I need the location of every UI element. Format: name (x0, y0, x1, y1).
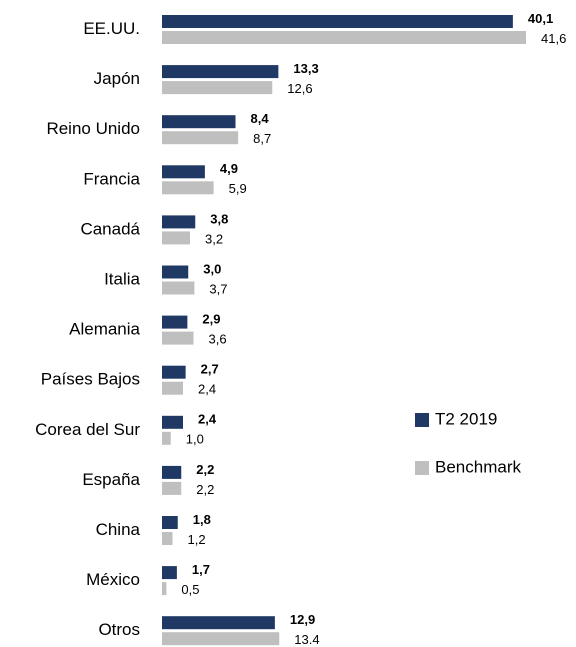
bar (162, 582, 167, 596)
category-label: México (86, 570, 140, 589)
value-label: 3,6 (209, 332, 227, 347)
value-label: 13,3 (293, 61, 318, 76)
value-label: 0,5 (181, 582, 199, 597)
bar (162, 465, 182, 479)
category-label: Corea del Sur (35, 420, 140, 439)
category-label: España (82, 470, 140, 489)
value-label: 4,9 (220, 161, 238, 176)
bar (162, 532, 173, 545)
legend-label: T2 2019 (435, 409, 497, 428)
bar (162, 566, 177, 580)
bar (162, 81, 273, 95)
legend-swatch (415, 461, 429, 475)
category-label: Otros (98, 620, 140, 639)
bar (162, 381, 183, 395)
bar (162, 365, 186, 379)
value-label: 2,2 (196, 462, 214, 477)
value-label: 1,8 (193, 512, 211, 527)
bar (162, 431, 171, 445)
bar (162, 181, 214, 195)
value-label: 5,9 (229, 181, 247, 196)
bar (162, 632, 280, 646)
value-label: 2,7 (201, 362, 219, 377)
value-label: 8,7 (253, 131, 271, 146)
value-label: 3,2 (205, 231, 223, 246)
value-label: 3,8 (210, 211, 228, 226)
bar (162, 415, 183, 429)
value-label: 2,9 (202, 312, 220, 327)
category-label: Países Bajos (41, 370, 140, 389)
category-label: China (96, 520, 141, 539)
category-label: Japón (94, 69, 140, 88)
bar (162, 15, 513, 28)
bar (162, 481, 182, 495)
value-label: 1,2 (188, 532, 206, 547)
value-label: 3,7 (209, 281, 227, 296)
category-label: Reino Unido (46, 119, 140, 138)
value-label: 1,0 (186, 432, 204, 447)
bar (162, 65, 279, 79)
category-label: Italia (104, 269, 140, 288)
bar (162, 231, 190, 245)
value-label: 12,6 (287, 81, 312, 96)
value-label: 1,7 (192, 562, 210, 577)
value-label: 2,4 (198, 382, 216, 397)
bar (162, 115, 236, 129)
legend-swatch (415, 413, 429, 427)
bar (162, 215, 196, 229)
value-label: 40,1 (528, 11, 553, 26)
legend-label: Benchmark (435, 457, 521, 476)
bar (162, 331, 194, 345)
bar (162, 281, 195, 295)
category-label: Francia (83, 169, 140, 188)
category-label: Alemania (69, 320, 140, 339)
value-label: 2,2 (196, 482, 214, 497)
value-label: 3,0 (203, 261, 221, 276)
bar (162, 265, 189, 279)
value-label: 2,4 (198, 412, 217, 427)
bar (162, 516, 178, 529)
value-label: 41,6 (541, 31, 566, 46)
bar (162, 131, 239, 145)
category-label: Canadá (80, 219, 140, 238)
value-label: 8,4 (251, 111, 270, 126)
category-label: EE.UU. (83, 19, 140, 38)
value-label: 12,9 (290, 612, 315, 627)
bar (162, 616, 275, 630)
bar (162, 315, 188, 329)
bar (162, 31, 526, 44)
value-label: 13.4 (294, 632, 319, 647)
bar (162, 165, 205, 179)
